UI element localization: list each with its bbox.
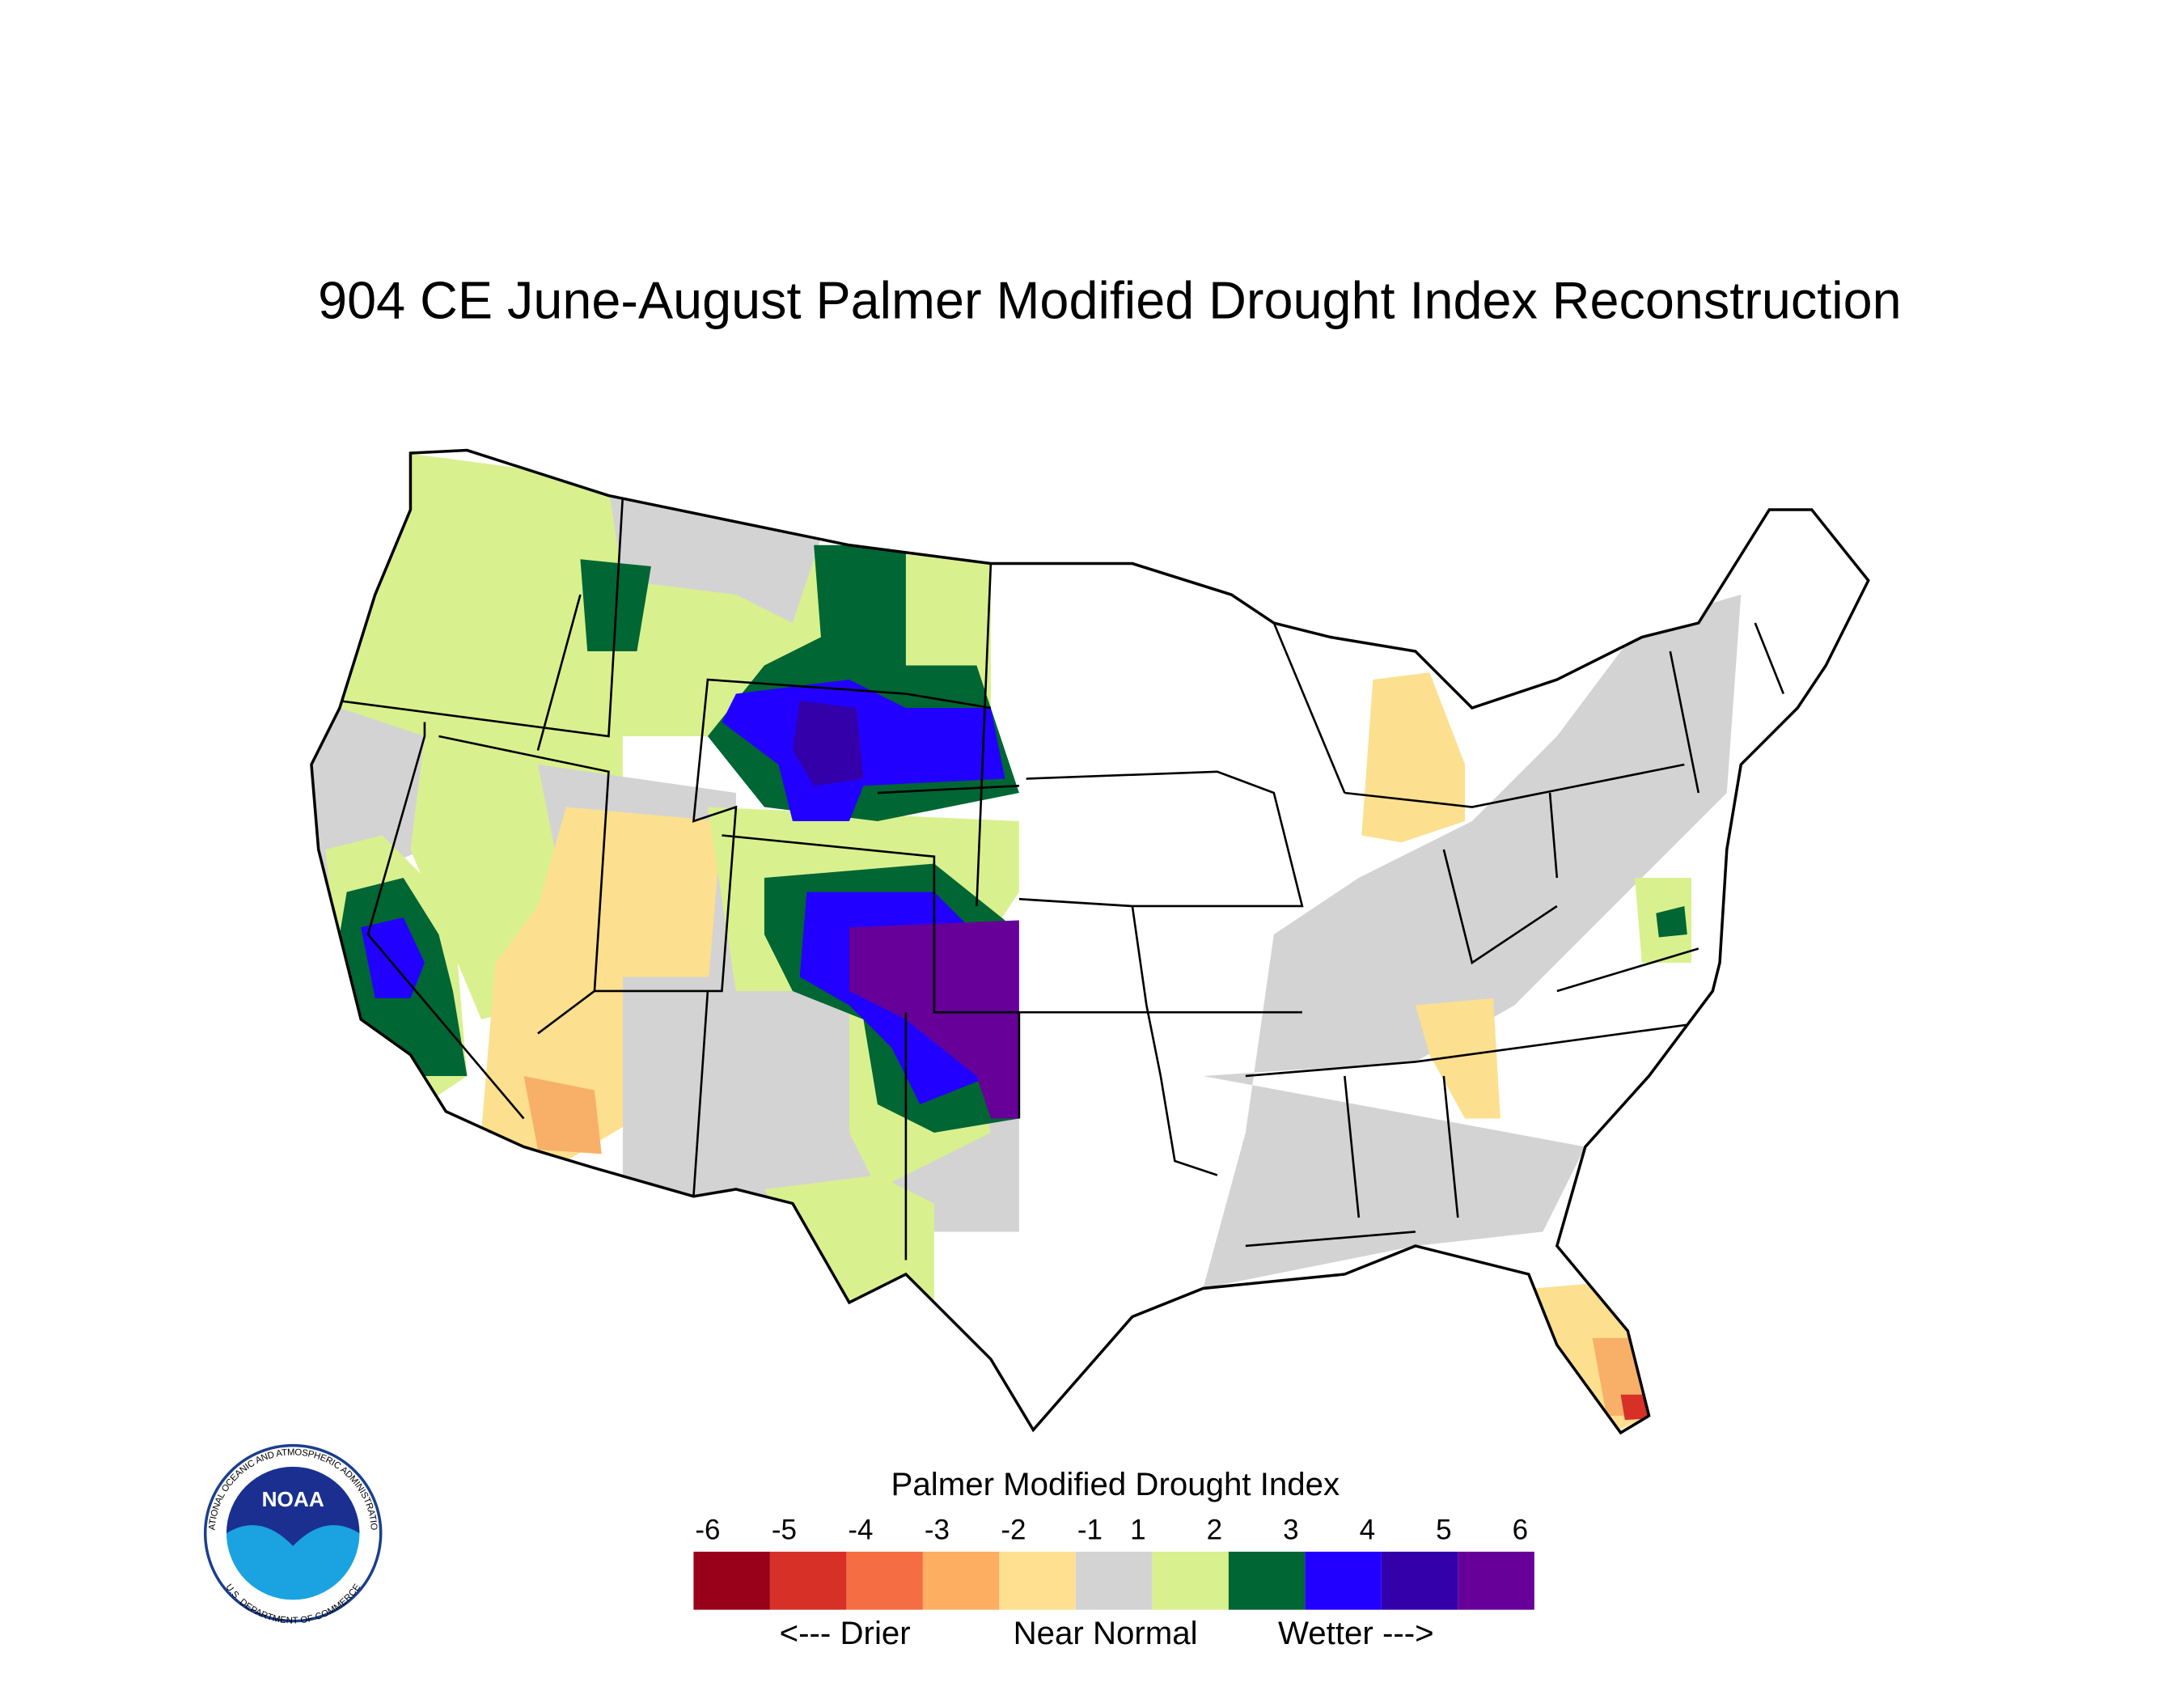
region bbox=[361, 917, 425, 998]
legend-tick-label: -6 bbox=[695, 1515, 720, 1546]
legend-swatch bbox=[1075, 1551, 1153, 1610]
region bbox=[608, 488, 821, 624]
region bbox=[1415, 998, 1500, 1119]
region bbox=[792, 701, 864, 786]
legend-tick-label: 1 bbox=[1130, 1515, 1145, 1546]
legend-swatch bbox=[1152, 1551, 1229, 1610]
legend-swatch bbox=[846, 1551, 923, 1610]
legend-tick-label: 6 bbox=[1513, 1515, 1528, 1546]
region bbox=[1656, 905, 1687, 938]
state-borders bbox=[339, 495, 1785, 1260]
region bbox=[523, 1075, 602, 1155]
legend-swatch bbox=[1458, 1551, 1534, 1610]
legend-annotation: Near Normal bbox=[1014, 1615, 1198, 1651]
legend-title: Palmer Modified Drought Index bbox=[891, 1466, 1340, 1502]
legend-annotation: <--- Drier bbox=[780, 1615, 911, 1651]
legend-tick-label: 2 bbox=[1207, 1515, 1222, 1546]
legend-tick-label: 3 bbox=[1283, 1515, 1298, 1546]
legend-tick-label: -5 bbox=[772, 1515, 797, 1546]
legend-tick-label: -3 bbox=[925, 1515, 950, 1546]
region bbox=[1203, 595, 1742, 1289]
legend-swatch bbox=[999, 1551, 1076, 1610]
region bbox=[849, 920, 1019, 1119]
logo-top bbox=[226, 1466, 360, 1546]
map bbox=[310, 448, 1870, 1435]
legend-swatch bbox=[922, 1551, 1000, 1610]
legend-tick-label: 4 bbox=[1360, 1515, 1375, 1546]
region bbox=[1361, 672, 1466, 843]
logo-text: NOAA bbox=[262, 1487, 324, 1511]
legend-tick-label: -4 bbox=[848, 1515, 873, 1546]
legend: -6 -5 -4 -3 -2 -1 1 2 3 4 5 6 <--- Drier Near Normal W… bbox=[693, 1515, 1534, 1651]
legend-swatch bbox=[1228, 1551, 1306, 1610]
legend-tick-label: 5 bbox=[1436, 1515, 1451, 1546]
region bbox=[722, 680, 1005, 822]
legend-tick-label: -1 bbox=[1077, 1515, 1103, 1546]
title: 904 CE June-August Palmer Modified Droug… bbox=[318, 270, 1901, 329]
legend-swatch bbox=[1305, 1551, 1382, 1610]
legend-annotation: Wetter ---> bbox=[1278, 1615, 1434, 1651]
legend-swatch bbox=[1381, 1551, 1458, 1610]
legend-swatch bbox=[769, 1551, 847, 1610]
region bbox=[622, 977, 1019, 1232]
legend-tick-label: -2 bbox=[1001, 1515, 1026, 1546]
index-field bbox=[311, 450, 1742, 1433]
region bbox=[1620, 1394, 1649, 1421]
us-outline bbox=[310, 448, 1870, 1435]
legend-swatch bbox=[693, 1551, 770, 1610]
region bbox=[764, 1175, 934, 1310]
